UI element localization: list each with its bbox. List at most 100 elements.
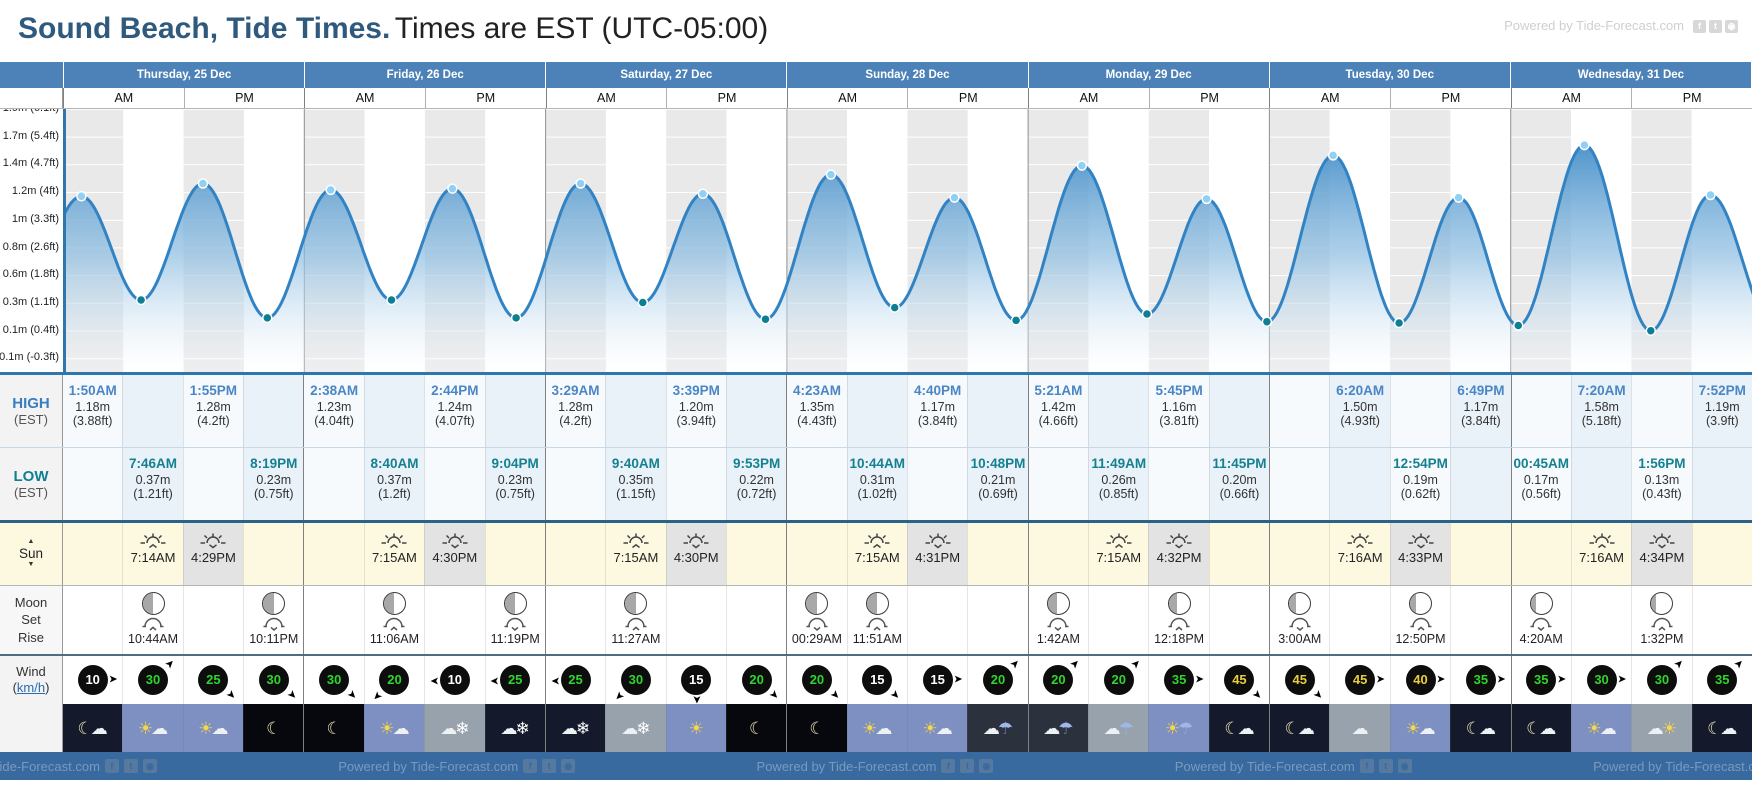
- twitter-icon[interactable]: t: [1378, 759, 1393, 773]
- instagram-icon[interactable]: ◉: [561, 759, 576, 773]
- wind-speed-value: 30: [1646, 665, 1677, 695]
- moon-row-label: Moon Set Rise: [0, 586, 63, 654]
- weather-icon: ☁: [1539, 718, 1557, 738]
- moon-phase-icon: [141, 592, 165, 615]
- facebook-icon[interactable]: f: [523, 759, 538, 773]
- low-tide-time: 8:40AM: [370, 456, 419, 471]
- wind-speed-value: 20: [1043, 665, 1074, 695]
- instagram-icon[interactable]: ◉: [979, 759, 994, 773]
- low-tide-marker: [262, 312, 273, 324]
- wind-row-label: Wind (km/h): [0, 656, 63, 704]
- high-tide-marker: [1076, 160, 1088, 171]
- low-tide-marker: [1513, 320, 1524, 331]
- weather-cell: ☁ ☂: [967, 704, 1028, 752]
- am-label: AM: [838, 91, 858, 105]
- sunrise-time: 7:16AM: [1579, 550, 1624, 565]
- wind-unit-link[interactable]: km/h: [16, 680, 46, 695]
- high-tide-time: 5:45PM: [1155, 383, 1203, 398]
- twitter-icon[interactable]: t: [542, 759, 557, 773]
- sunrise-cell: 7:16AM: [1570, 523, 1631, 585]
- moon-entry: 00:29AM: [787, 586, 846, 654]
- wind-direction-arrow-S: ➤: [690, 694, 703, 704]
- moon-phase-icon: [865, 592, 889, 615]
- wind-row: Wind (km/h) 10 ➤ 30 ➤ 25 ➤ 30 ➤ 30 ➤ 20 ➤ 10 ➤ 25 ➤ 25 ➤ 3…: [0, 654, 1752, 704]
- wind-speed-badge: 25 ➤: [551, 665, 591, 695]
- wind-direction-arrow-SE: ➤: [827, 687, 843, 703]
- footer-powered-by-link[interactable]: Powered by Tide-Forecast.com: [338, 758, 519, 774]
- low-tide-marker: [889, 302, 900, 313]
- wind-direction-arrow-E: ➤: [1375, 673, 1386, 686]
- tide-height-m: 0.20m: [1222, 473, 1257, 487]
- low-tide-entry: 10:48PM 0.21m (0.69ft): [967, 448, 1028, 520]
- low-tide-marker: [760, 313, 771, 325]
- moonrise-icon: [1047, 617, 1069, 631]
- high-tide-time: 1:50AM: [68, 383, 117, 398]
- twitter-icon[interactable]: t: [1709, 20, 1722, 33]
- footer-powered-by-link[interactable]: Powered by Tide-Forecast.com: [1593, 758, 1752, 774]
- facebook-icon[interactable]: f: [941, 759, 956, 773]
- sunrise-icon: [623, 533, 649, 549]
- twitter-icon[interactable]: t: [960, 759, 975, 773]
- twitter-icon[interactable]: t: [123, 759, 138, 773]
- wind-speed-badge: 15 ➤: [862, 665, 903, 703]
- wind-speed-badge: 20 ➤: [1103, 657, 1143, 695]
- pm-label: PM: [907, 88, 1028, 108]
- low-tide-entry: 10:44AM 0.31m (1.02ft): [846, 448, 907, 520]
- sunrise-time: 7:15AM: [854, 550, 900, 565]
- weather-icon: ☀: [137, 718, 154, 738]
- footer-powered-by-link[interactable]: Powered by Tide-Forecast.com: [756, 758, 937, 774]
- moon-phase-icon: [503, 592, 527, 615]
- tide-height-ft: (0.56ft): [1521, 487, 1562, 501]
- tide-area-fill: [63, 145, 1752, 372]
- facebook-icon[interactable]: f: [104, 759, 119, 773]
- am-label: AM: [114, 91, 134, 105]
- page-title: Sound Beach, Tide Times. Times are EST (…: [18, 12, 768, 62]
- weather-cell: ☾: [787, 704, 847, 752]
- low-tide-marker: [510, 312, 522, 324]
- moonset-icon: [1651, 617, 1673, 631]
- weather-icon: ☁: [982, 718, 1000, 738]
- instagram-icon[interactable]: ◉: [142, 759, 157, 773]
- wind-speed-value: 25: [500, 665, 531, 695]
- moon-rise-time: 11:19PM: [490, 632, 540, 646]
- instagram-icon[interactable]: ◉: [1725, 20, 1738, 33]
- sunset-cell: 4:30PM: [424, 523, 485, 585]
- tide-height-m: 1.20m: [678, 400, 714, 414]
- tide-height-m: 0.26m: [1101, 473, 1137, 487]
- facebook-icon[interactable]: f: [1693, 20, 1706, 33]
- instagram-icon[interactable]: ◉: [1397, 759, 1412, 773]
- am-label: AM: [355, 91, 375, 105]
- footer-powered-by-link[interactable]: Powered by Tide-Forecast.com: [0, 758, 100, 774]
- moonset-icon: [866, 617, 888, 631]
- powered-by-text[interactable]: Powered by Tide-Forecast.com: [1504, 17, 1684, 33]
- low-tide-marker: [1645, 325, 1657, 336]
- weather-cell: ☾ ☁: [1450, 704, 1511, 752]
- moonset-icon: [383, 617, 405, 631]
- facebook-icon[interactable]: f: [1359, 759, 1374, 773]
- sunset-icon: [683, 533, 709, 549]
- wind-direction-arrow-E: ➤: [1556, 673, 1567, 686]
- wind-speed-badge: 30 ➤: [611, 665, 651, 703]
- tide-height-m: 1.17m: [920, 400, 956, 414]
- low-tide-time: 11:45PM: [1212, 456, 1267, 471]
- low-tide-marker: [1393, 317, 1405, 329]
- yaxis-label: 1.9m (6.1ft): [3, 109, 59, 114]
- low-tide-marker: [1261, 316, 1273, 327]
- weather-icon: ☁: [1043, 718, 1061, 738]
- moon-entry: 10:44AM: [122, 586, 182, 654]
- tide-height-m: 1.50m: [1342, 400, 1378, 414]
- pm-label: PM: [183, 88, 305, 108]
- sunset-cell: 4:34PM: [1631, 523, 1692, 585]
- sunrise-cell: 7:14AM: [122, 523, 182, 585]
- low-tide-entry: 12:54PM 0.19m (0.62ft): [1389, 448, 1451, 520]
- footer-powered-by-link[interactable]: Powered by Tide-Forecast.com: [1174, 758, 1355, 774]
- yaxis-label: 1.7m (5.4ft): [2, 129, 59, 142]
- weather-icon: ☁: [440, 718, 458, 738]
- weather-cell: ☀ ☁: [363, 704, 425, 752]
- sunrise-icon: [864, 533, 890, 549]
- low-tide-entry: 9:53PM 0.22m (0.72ft): [725, 448, 787, 520]
- sunrise-icon: [140, 533, 166, 549]
- low-tide-time: 9:04PM: [491, 456, 539, 471]
